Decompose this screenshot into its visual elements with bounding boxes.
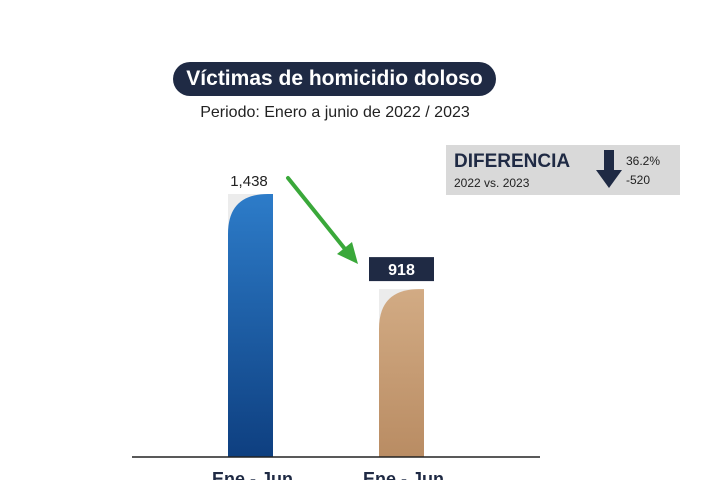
arrow-down-icon bbox=[596, 150, 622, 188]
value-label-2023: 918 bbox=[388, 262, 415, 279]
chart-title: Víctimas de homicidio doloso bbox=[173, 62, 496, 96]
category-label: Ene - Jun bbox=[212, 469, 293, 480]
bar-2022 bbox=[228, 194, 273, 457]
trend-arrow bbox=[286, 176, 358, 264]
difference-panel: DIFERENCIA 2022 vs. 2023 36.2% -520 bbox=[446, 145, 680, 195]
difference-title: DIFERENCIA bbox=[454, 151, 571, 172]
difference-comparison: 2022 vs. 2023 bbox=[454, 176, 530, 190]
chart-subtitle: Periodo: Enero a junio de 2022 / 2023 bbox=[200, 104, 470, 121]
bar-2023 bbox=[379, 289, 424, 457]
category-label: Ene - Jun bbox=[363, 469, 444, 480]
difference-absolute: -520 bbox=[626, 173, 651, 187]
difference-percent: 36.2% bbox=[626, 154, 661, 168]
value-label-box-2023 bbox=[369, 257, 434, 282]
value-label-2022: 1,438 bbox=[230, 173, 268, 190]
